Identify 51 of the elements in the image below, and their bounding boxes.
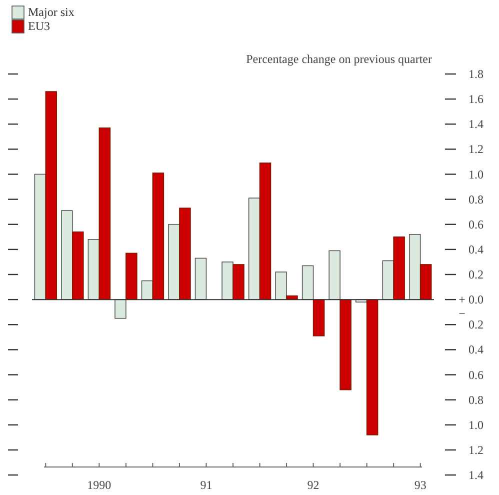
y-tick-label: 1.4 bbox=[468, 468, 484, 482]
bar bbox=[72, 231, 84, 300]
x-tick-label: 1990 bbox=[87, 478, 112, 492]
y-tick-label: 0.8 bbox=[468, 192, 484, 206]
bar bbox=[275, 272, 287, 300]
bar bbox=[98, 127, 111, 300]
bar bbox=[302, 265, 314, 300]
bar bbox=[45, 91, 58, 300]
y-tick-label: 0.6 bbox=[468, 368, 484, 382]
y-tick-label: 1.8 bbox=[468, 67, 484, 81]
legend-label: Major six bbox=[28, 5, 74, 19]
bar bbox=[179, 208, 191, 300]
y-tick-label: 0.4 bbox=[468, 242, 484, 256]
bar bbox=[340, 299, 352, 390]
y-tick-label: 0.2 bbox=[468, 268, 484, 282]
bar bbox=[259, 162, 272, 300]
y-tick-label: 0.2 bbox=[468, 318, 484, 332]
y-tick-label: 1.4 bbox=[468, 117, 484, 132]
bar bbox=[222, 262, 234, 300]
y-tick-label: 0.8 bbox=[468, 392, 484, 407]
y-axis-title: Percentage change on previous quarter bbox=[246, 52, 432, 66]
legend-label: EU3 bbox=[28, 19, 50, 33]
bar bbox=[168, 224, 180, 300]
x-tick-label: 92 bbox=[307, 478, 320, 492]
bar bbox=[114, 299, 126, 319]
bar bbox=[61, 210, 73, 300]
bar bbox=[408, 234, 421, 300]
x-tick-label: 91 bbox=[200, 478, 212, 492]
y-tick-label: 0.0 bbox=[468, 292, 484, 307]
bar bbox=[194, 258, 207, 300]
text: − bbox=[458, 306, 466, 321]
y-tick-label: 1.2 bbox=[468, 442, 484, 457]
bar bbox=[152, 172, 164, 300]
text: + bbox=[458, 292, 466, 307]
bar bbox=[420, 264, 432, 300]
bar bbox=[328, 250, 340, 300]
bar bbox=[366, 299, 378, 436]
bar bbox=[232, 264, 244, 300]
bar bbox=[248, 198, 260, 300]
bar bbox=[126, 252, 138, 300]
y-tick-label: 1.0 bbox=[468, 418, 484, 432]
bar bbox=[393, 236, 405, 300]
bar bbox=[312, 299, 325, 336]
x-tick-label: 93 bbox=[414, 478, 426, 492]
y-tick-label: 1.2 bbox=[468, 142, 484, 156]
y-tick-label: 1.6 bbox=[468, 92, 484, 106]
bar bbox=[382, 260, 394, 300]
y-tick-label: 0.6 bbox=[468, 217, 484, 232]
y-tick-label: 1.0 bbox=[468, 167, 484, 182]
y-tick-label: 0.4 bbox=[468, 342, 484, 357]
bar bbox=[88, 239, 100, 300]
